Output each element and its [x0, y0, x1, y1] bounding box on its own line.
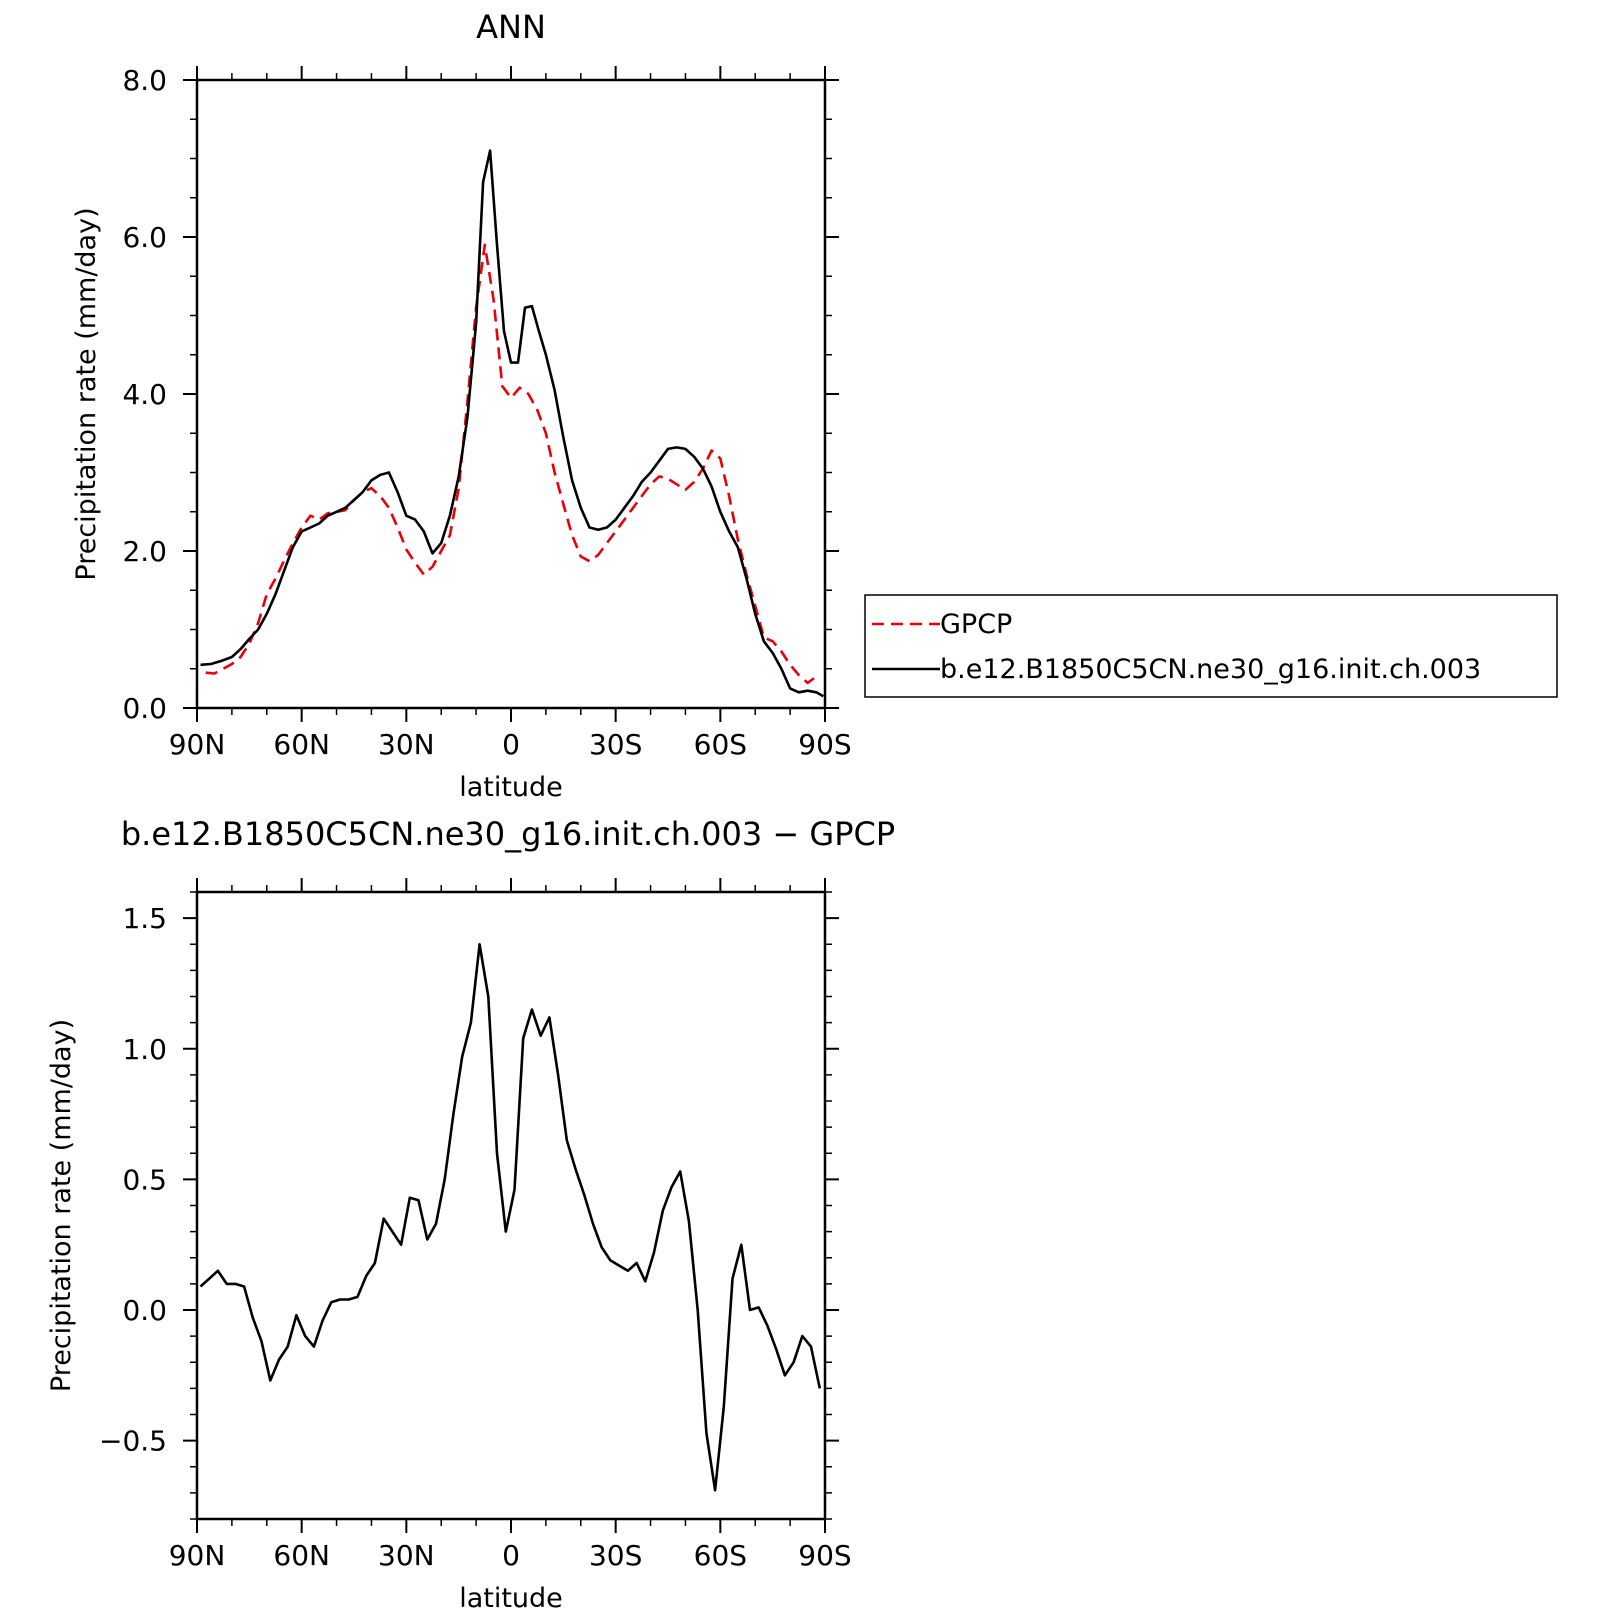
- x-tick-label: 30N: [378, 728, 435, 761]
- bottom-panel-title: b.e12.B1850C5CN.ne30_g16.init.ch.003 − G…: [121, 815, 895, 853]
- bottom-x-axis-label: latitude: [459, 1583, 563, 1613]
- top-y-axis-label: Precipitation rate (mm/day): [71, 207, 102, 580]
- y-tick-label: 0.0: [122, 692, 167, 725]
- y-tick-label: 1.0: [122, 1033, 167, 1066]
- top-x-axis-label: latitude: [459, 772, 563, 803]
- x-tick-label: 90S: [798, 728, 851, 761]
- y-tick-label: −0.5: [99, 1425, 167, 1458]
- bottom-plot-area: 90N 60N 30N 0 30S 60S 90S −0.5 0.0 0.5 1.0 1.5: [99, 878, 852, 1572]
- top-plot-area: 90N 60N 30N 0 30S 60S 90S 0.0 2.0 4.0 6.0 8.0: [122, 64, 851, 761]
- x-tick-label: 90S: [798, 1539, 851, 1572]
- series-line-difference: [199, 942, 822, 1492]
- x-tick-label: 30N: [378, 1539, 435, 1572]
- y-tick-label: 6.0: [122, 221, 167, 254]
- x-tick-label: 60N: [273, 1539, 330, 1572]
- legend-label-model: b.e12.B1850C5CN.ne30_g16.init.ch.003: [940, 654, 1481, 685]
- x-tick-label: 60S: [694, 728, 747, 761]
- bottom-y-axis-label: Precipitation rate (mm/day): [46, 1019, 77, 1392]
- series-line-gpcp: [205, 243, 818, 685]
- top-panel-title: ANN: [476, 8, 546, 46]
- x-tick-label: 90N: [169, 728, 226, 761]
- y-tick-label: 8.0: [122, 64, 167, 97]
- y-tick-label: 0.0: [122, 1294, 167, 1327]
- legend: GPCP b.e12.B1850C5CN.ne30_g16.init.ch.00…: [864, 594, 1558, 698]
- bottom-panel: b.e12.B1850C5CN.ne30_g16.init.ch.003 − G…: [46, 815, 895, 1613]
- x-tick-label: 0: [502, 728, 520, 761]
- y-tick-label: 1.5: [122, 902, 167, 935]
- legend-box: [864, 594, 1558, 698]
- legend-label-gpcp: GPCP: [940, 609, 1012, 640]
- x-tick-label: 90N: [169, 1539, 226, 1572]
- x-tick-label: 30S: [589, 1539, 642, 1572]
- y-tick-label: 4.0: [122, 378, 167, 411]
- y-tick-label: 0.5: [122, 1163, 167, 1196]
- series-line-model: [200, 149, 824, 698]
- plot-frame: [195, 78, 827, 710]
- x-tick-label: 60N: [273, 728, 330, 761]
- x-tick-label: 30S: [589, 728, 642, 761]
- x-tick-label: 0: [502, 1539, 520, 1572]
- top-panel: ANN 90N 60N 30N 0 30S 60S 90S 0.0 2.0 4.0 6.0 8.0 P…: [71, 8, 852, 803]
- x-tick-label: 60S: [694, 1539, 747, 1572]
- y-tick-label: 2.0: [122, 535, 167, 568]
